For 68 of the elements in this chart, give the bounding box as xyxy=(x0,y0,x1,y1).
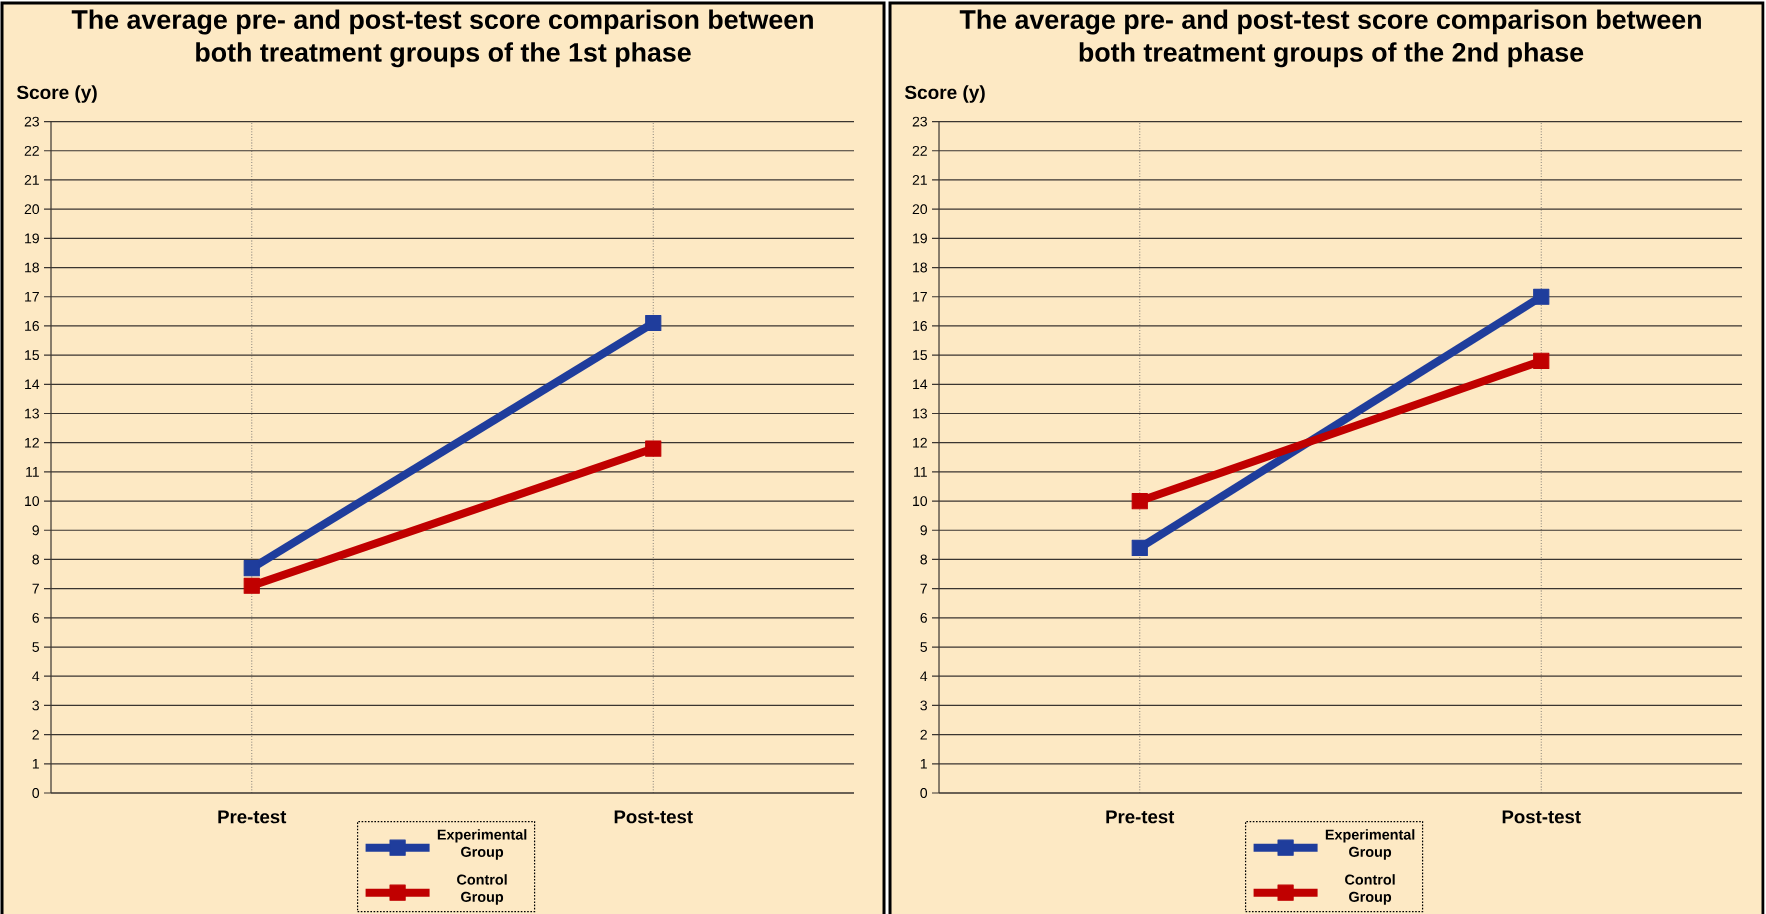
y-tick-label: 3 xyxy=(32,700,39,711)
y-tick-label: 19 xyxy=(25,233,39,244)
y-tick-label: 15 xyxy=(25,350,39,360)
point xyxy=(1533,352,1550,370)
y-tick-label: 22 xyxy=(912,145,927,156)
y-tick-label: 10 xyxy=(25,496,40,507)
y-tick-label: 2 xyxy=(32,729,39,740)
y-tick-label: 19 xyxy=(913,233,927,244)
y-tick-label: 16 xyxy=(913,320,927,331)
point xyxy=(243,577,260,594)
legend-label: Control Group xyxy=(457,874,507,905)
y-tick-label: 18 xyxy=(913,262,928,273)
legend-label: Experimental Group xyxy=(1325,829,1415,860)
x-tick-label: Post-test xyxy=(1502,810,1581,824)
x-tick-label: Pre-test xyxy=(1106,810,1175,824)
legend-label: Control Group xyxy=(1345,874,1395,905)
y-tick-label: 1 xyxy=(920,758,927,769)
y-axis-title: Score (y) xyxy=(16,85,97,103)
y-tick-label: 15 xyxy=(913,350,928,360)
y-tick-label: 9 xyxy=(920,525,927,536)
y-tick-label: 17 xyxy=(25,291,39,302)
point xyxy=(645,440,662,457)
y-tick-label: 20 xyxy=(24,204,40,215)
y-tick-label: 1 xyxy=(32,758,39,769)
y-tick-label: 18 xyxy=(25,262,39,273)
y-tick-label: 10 xyxy=(913,496,928,507)
y-tick-label: 22 xyxy=(24,145,39,156)
y-tick-label: 13 xyxy=(913,408,927,419)
y-tick-label: 20 xyxy=(912,204,928,215)
y-tick-label: 14 xyxy=(913,379,928,390)
point xyxy=(243,560,260,577)
y-axis-title: Score (y) xyxy=(904,85,985,103)
x-tick-label: Post-test xyxy=(614,810,693,824)
y-tick-label: 9 xyxy=(32,525,39,536)
y-tick-label: 5 xyxy=(920,642,928,652)
y-tick-label: 4 xyxy=(920,671,928,682)
y-tick-label: 14 xyxy=(25,379,40,390)
y-tick-label: 21 xyxy=(24,175,39,185)
y-tick-label: 2 xyxy=(920,729,927,740)
y-tick-label: 7 xyxy=(920,583,927,594)
y-tick-label: 0 xyxy=(920,788,928,798)
y-tick-label: 8 xyxy=(920,554,928,565)
y-tick-label: 8 xyxy=(32,554,39,565)
y-tick-label: 6 xyxy=(32,612,39,623)
y-tick-label: 21 xyxy=(912,175,927,185)
y-tick-label: 16 xyxy=(25,320,39,331)
y-tick-label: 5 xyxy=(32,642,39,652)
y-tick-label: 12 xyxy=(25,437,39,448)
y-tick-label: 11 xyxy=(914,467,927,477)
y-tick-label: 11 xyxy=(26,467,39,477)
legend-label: Experimental Group xyxy=(437,829,527,860)
y-tick-label: 23 xyxy=(912,116,927,127)
y-tick-label: 17 xyxy=(913,291,927,302)
y-tick-label: 23 xyxy=(24,116,39,127)
y-tick-label: 13 xyxy=(25,408,39,419)
chart-title: The average pre- and post-test score comparison between both treatment groups of the 2nd phase xyxy=(959,9,1701,68)
point xyxy=(1131,492,1148,510)
y-tick-label: 3 xyxy=(920,700,927,711)
y-tick-label: 0 xyxy=(32,788,40,798)
x-tick-label: Pre-test xyxy=(218,810,287,824)
point xyxy=(1533,288,1550,305)
y-tick-label: 7 xyxy=(32,583,39,594)
y-tick-label: 6 xyxy=(920,612,927,623)
y-tick-label: 12 xyxy=(913,437,927,448)
point xyxy=(645,314,662,332)
y-tick-label: 4 xyxy=(32,671,40,682)
chart-title: The average pre- and post-test score comparison between both treatment groups of the 1st phase xyxy=(71,9,813,68)
point xyxy=(1131,539,1148,556)
